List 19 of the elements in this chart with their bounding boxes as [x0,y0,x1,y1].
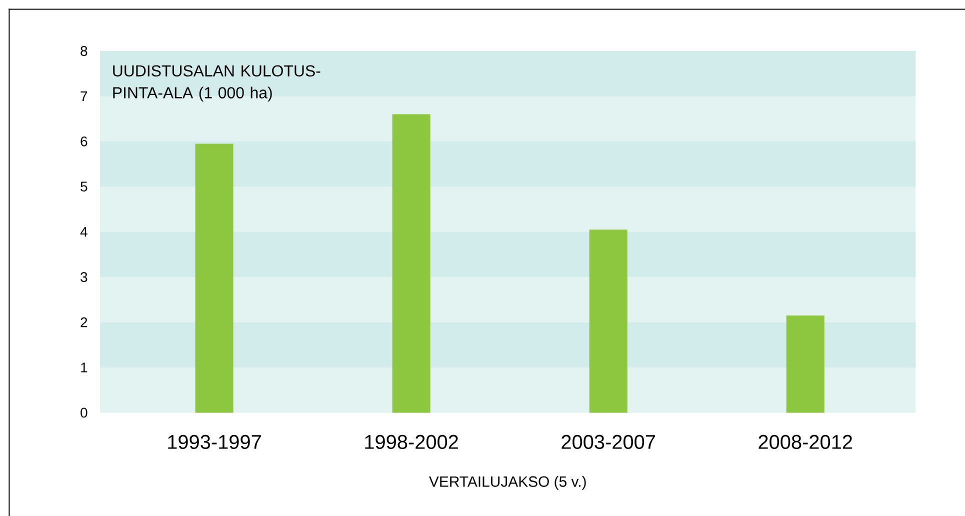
y-tick-label: 2 [80,317,88,328]
y-tick-label: 0 [80,408,88,418]
y-tick-label: 6 [80,136,88,146]
x-tick-label: 2008-2012 [758,434,852,449]
y-tick-label: 3 [80,272,88,282]
y-tick-label: 4 [80,227,88,237]
x-tick-label: 2003-2007 [562,434,655,449]
y-tick-label: 5 [80,182,88,192]
x-axis-title: VERTAILUJAKSO (5 v.) [429,476,586,490]
bar [589,230,628,413]
y-tick-label: 8 [80,46,88,56]
x-tick-label: 1998-2002 [365,434,458,449]
y-tick-label: 7 [80,91,88,102]
x-tick-label: 1993-1997 [168,434,261,449]
bar [195,144,234,413]
bar [786,315,824,413]
y-tick-label: 1 [81,362,88,372]
bar [392,114,430,413]
y-axis-title: UUDISTUSALAN KULOTUS-PINTA-ALA (1 000 ha) [113,65,320,102]
